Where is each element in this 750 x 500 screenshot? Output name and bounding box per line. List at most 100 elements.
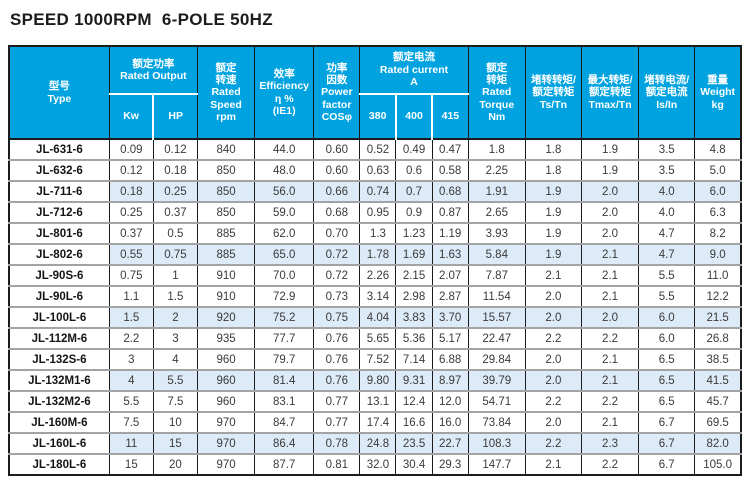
cell-value: 1.9 [524,244,582,266]
cell-type: JL-632-6 [8,160,110,182]
cell-value: 5.17 [431,328,469,350]
cell-value: 935 [196,328,256,350]
cell-value: 0.87 [431,202,469,224]
cell-value: 6.88 [431,349,469,371]
cell-value: 2.1 [524,265,582,287]
cell-value: 1.9 [524,223,582,245]
cell-value: 4.0 [638,181,696,203]
table-row: JL-180L-6 15 20 970 87.7 0.81 32.0 30.4 29.3 147.… [8,454,742,476]
col-header-efficiency-label: 效率 Efficiency η % (IE1) [259,67,309,117]
cell-type: JL-802-6 [8,244,110,266]
cell-value: 6.7 [638,454,696,476]
table-row: JL-90L-6 1.1 1.5 910 72.9 0.73 3.14 2.98 2.87 11.… [8,286,742,308]
cell-value: 0.47 [431,138,469,161]
cell-value: 20 [152,454,198,476]
table-row: JL-160M-6 7.5 10 970 84.7 0.77 17.4 16.6 16.0 73.… [8,412,742,434]
col-header-rated-torque-label: 额定 转矩 Rated Torque Nm [479,61,515,124]
cell-type: JL-90S-6 [8,265,110,287]
cell-value: 2.98 [395,286,433,308]
col-header-rated-torque: 额定 转矩 Rated Torque Nm [467,45,526,140]
cell-value: 9.80 [359,370,397,392]
cell-value: 72.9 [254,286,315,308]
cell-value: 3 [108,349,154,371]
cell-value: 0.76 [313,349,361,371]
cell-value: 0.52 [359,138,397,161]
cell-value: 1.8 [524,138,582,161]
cell-value: 1.8 [524,160,582,182]
cell-value: 39.79 [467,370,526,392]
cell-value: 4 [152,349,198,371]
cell-type: JL-132M2-6 [8,391,110,413]
cell-value: 83.1 [254,391,315,413]
cell-value: 2.0 [524,307,582,329]
cell-value: 11.0 [694,265,742,287]
col-header-rated-current: 额定电流 Rated current A [359,45,469,95]
cell-value: 77.7 [254,328,315,350]
cell-value: 0.55 [108,244,154,266]
cell-value: 0.09 [108,138,154,161]
cell-value: 1.91 [467,181,526,203]
cell-value: 0.7 [395,181,433,203]
table-row: JL-132M1-6 4 5.5 960 81.4 0.76 9.80 9.31 8.97 39.… [8,370,742,392]
cell-value: 10 [152,412,198,434]
cell-value: 16.0 [431,412,469,434]
table-body: JL-631-6 0.09 0.12 840 44.0 0.60 0.52 0.49 0.47 1… [8,138,742,476]
cell-value: 12.4 [395,391,433,413]
cell-value: 0.75 [313,307,361,329]
cell-value: 24.8 [359,433,397,455]
cell-value: 850 [196,202,256,224]
cell-value: 0.68 [431,181,469,203]
cell-value: 38.5 [694,349,742,371]
cell-value: 2.1 [580,286,640,308]
cell-value: 1.8 [467,138,526,161]
cell-value: 0.68 [313,202,361,224]
cell-value: 2 [152,307,198,329]
cell-value: 3.70 [431,307,469,329]
col-header-rated-speed: 额定 转速 Rated Speed rpm [196,45,256,140]
page-title: SPEED 1000RPM 6-POLE 50HZ [10,10,273,29]
cell-value: 5.5 [638,265,696,287]
cell-value: 850 [196,181,256,203]
cell-type: JL-90L-6 [8,286,110,308]
cell-value: 0.77 [313,391,361,413]
col-header-rated-current-label: 额定电流 Rated current A [379,51,449,89]
cell-value: 2.1 [524,454,582,476]
cell-value: 7.14 [395,349,433,371]
cell-value: 6.7 [638,412,696,434]
cell-type: JL-180L-6 [8,454,110,476]
cell-value: 2.2 [524,391,582,413]
cell-value: 15 [152,433,198,455]
cell-value: 2.2 [524,328,582,350]
cell-value: 5.5 [108,391,154,413]
cell-value: 70.0 [254,265,315,287]
col-header-type: 型号 Type [8,45,110,140]
cell-value: 12.2 [694,286,742,308]
col-header-weight-label: 重量 Weight kg [700,73,736,111]
cell-type: JL-100L-6 [8,307,110,329]
table-row: JL-802-6 0.55 0.75 885 65.0 0.72 1.78 1.69 1.63 5… [8,244,742,266]
cell-value: 13.1 [359,391,397,413]
cell-type: JL-712-6 [8,202,110,224]
col-header-is-in: 堵转电流/ 额定电流 Is/In [638,45,696,140]
cell-value: 0.18 [152,160,198,182]
cell-value: 970 [196,412,256,434]
cell-value: 30.4 [395,454,433,476]
table-row: JL-112M-6 2.2 3 935 77.7 0.76 5.65 5.36 5.17 22.4… [8,328,742,350]
cell-value: 105.0 [694,454,742,476]
cell-value: 2.1 [580,349,640,371]
cell-type: JL-132S-6 [8,349,110,371]
cell-value: 87.7 [254,454,315,476]
cell-value: 69.5 [694,412,742,434]
col-header-415v: 415 [431,93,469,140]
cell-value: 4.7 [638,244,696,266]
table-row: JL-632-6 0.12 0.18 850 48.0 0.60 0.63 0.6 0.58 2.… [8,160,742,182]
cell-value: 11 [108,433,154,455]
cell-value: 850 [196,160,256,182]
cell-value: 59.0 [254,202,315,224]
cell-value: 960 [196,370,256,392]
cell-value: 0.70 [313,223,361,245]
cell-value: 11.54 [467,286,526,308]
cell-value: 840 [196,138,256,161]
cell-value: 15.57 [467,307,526,329]
cell-value: 79.7 [254,349,315,371]
